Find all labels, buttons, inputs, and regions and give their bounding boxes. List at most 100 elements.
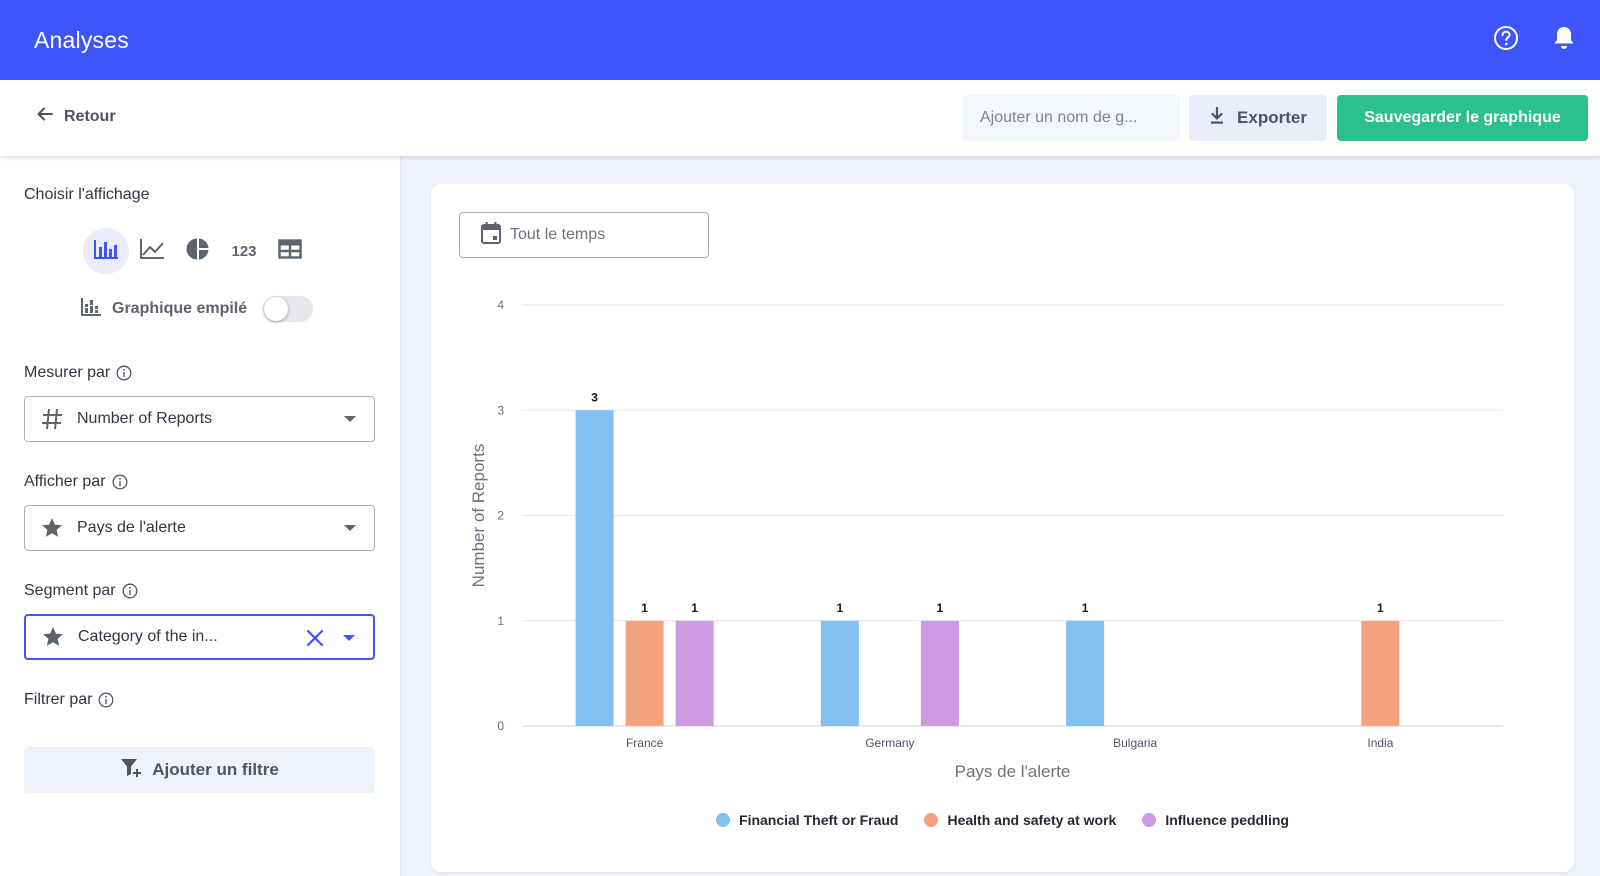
x-tick-label: France (626, 736, 664, 750)
display-by-value: Pays de l'alerte (77, 519, 186, 536)
legend-item[interactable]: Health and safety at work (924, 812, 1116, 828)
chevron-down-icon (344, 416, 356, 422)
bar (1066, 620, 1105, 726)
arrow-left-icon (36, 106, 54, 127)
bar (625, 620, 664, 726)
filter-add-icon (120, 757, 142, 784)
legend-item[interactable]: Influence peddling (1142, 812, 1289, 828)
help-icon[interactable] (1492, 24, 1520, 52)
save-label: Sauvegarder le graphique (1364, 109, 1561, 126)
display-by-section-label: Afficher par (24, 473, 128, 491)
app-title: Analyses (34, 26, 129, 53)
export-button[interactable]: Exporter (1189, 95, 1327, 141)
data-label: 1 (1377, 601, 1384, 615)
bar-chart: 0 1 2 3 4 Number of Reports 3 1 1 France 1 1 Germany… (469, 298, 1503, 781)
x-tick-label: India (1367, 736, 1393, 750)
segment-value: Category of the in... (78, 628, 218, 645)
back-button[interactable]: Retour (36, 106, 116, 127)
bar (920, 620, 959, 726)
chart-name-input[interactable] (962, 95, 1180, 141)
display-by-label: Afficher par (24, 473, 106, 490)
measure-label: Mesurer par (24, 364, 111, 381)
data-label: 1 (691, 601, 698, 615)
measure-select[interactable]: Number of Reports (24, 396, 375, 442)
action-bar: Retour Exporter Sauvegarder le graphique (0, 80, 1600, 156)
star-icon (40, 624, 66, 650)
legend-dot (1142, 813, 1157, 827)
measure-section-label: Mesurer par (24, 364, 132, 382)
back-label: Retour (64, 107, 116, 125)
view-line-chart[interactable] (129, 228, 175, 274)
data-label: 1 (837, 601, 844, 615)
y-tick-label: 3 (497, 403, 504, 417)
calendar-icon (480, 221, 502, 250)
bar (575, 410, 614, 726)
segment-select[interactable]: Category of the in... (24, 614, 375, 660)
line-chart-icon (139, 238, 165, 264)
x-tick-label: Germany (865, 736, 914, 750)
pie-chart-icon (186, 237, 210, 265)
toggle-knob (264, 297, 289, 321)
view-type-selector: 123 (83, 228, 313, 274)
chart-legend: Financial Theft or Fraud Health and safet… (431, 812, 1574, 828)
measure-value: Number of Reports (77, 410, 213, 427)
star-icon (39, 515, 65, 541)
add-filter-button[interactable]: Ajouter un filtre (24, 747, 375, 793)
chevron-down-icon (343, 635, 355, 641)
bar (675, 620, 714, 726)
x-tick-label: Bulgaria (1113, 736, 1157, 750)
date-range-value: Tout le temps (510, 226, 606, 243)
data-label: 3 (591, 390, 598, 404)
bar-chart-icon (93, 238, 119, 264)
x-axis-label: Pays de l'alerte (955, 762, 1071, 781)
chevron-down-icon (344, 525, 356, 531)
save-chart-button[interactable]: Sauvegarder le graphique (1337, 95, 1588, 141)
bell-icon[interactable] (1550, 24, 1578, 52)
top-bar: Analyses (0, 0, 1600, 80)
y-tick-label: 0 (497, 719, 504, 733)
data-label: 1 (937, 601, 944, 615)
view-table[interactable] (267, 228, 313, 274)
stacked-chart-label: Graphique empilé (112, 300, 248, 317)
display-label: Choisir l'affichage (24, 186, 150, 203)
legend-dot (924, 813, 939, 827)
stacked-chart-icon (80, 297, 102, 322)
display-section-label: Choisir l'affichage (24, 186, 150, 204)
y-tick-label: 1 (497, 614, 504, 628)
segment-section-label: Segment par (24, 582, 138, 600)
info-icon[interactable] (112, 474, 128, 490)
data-label: 1 (1082, 601, 1089, 615)
view-pie-chart[interactable] (175, 228, 221, 274)
export-label: Exporter (1237, 108, 1307, 127)
bar (1361, 620, 1400, 726)
number-icon: 123 (231, 242, 257, 260)
data-label: 1 (641, 601, 648, 615)
filter-label: Filtrer par (24, 691, 93, 708)
segment-label: Segment par (24, 582, 116, 599)
legend-item[interactable]: Financial Theft or Fraud (716, 812, 898, 828)
legend-label: Financial Theft or Fraud (739, 812, 899, 828)
bar (820, 620, 859, 726)
table-icon (278, 239, 302, 263)
view-bar-chart[interactable] (83, 228, 129, 274)
chart-card: Tout le temps 0 1 2 3 4 Number of Reports 3 1 1 F… (431, 184, 1574, 872)
config-sidebar: Choisir l'affichage 123 (0, 156, 401, 876)
view-number[interactable]: 123 (221, 228, 267, 274)
add-filter-label: Ajouter un filtre (152, 760, 279, 779)
date-range-picker[interactable]: Tout le temps (459, 212, 709, 258)
close-icon[interactable] (305, 628, 325, 648)
y-tick-label: 4 (497, 298, 504, 312)
download-icon (1209, 106, 1225, 130)
y-tick-label: 2 (497, 509, 504, 523)
info-icon[interactable] (116, 365, 132, 381)
display-by-select[interactable]: Pays de l'alerte (24, 505, 375, 551)
filter-section-label: Filtrer par (24, 691, 114, 709)
info-icon[interactable] (122, 583, 138, 599)
legend-label: Influence peddling (1165, 812, 1289, 828)
y-axis-label: Number of Reports (469, 444, 488, 588)
stacked-chart-toggle[interactable] (263, 296, 314, 322)
stacked-chart-row: Graphique empilé (80, 296, 314, 322)
hash-icon (39, 406, 65, 432)
legend-label: Health and safety at work (947, 812, 1117, 828)
info-icon[interactable] (98, 692, 114, 708)
